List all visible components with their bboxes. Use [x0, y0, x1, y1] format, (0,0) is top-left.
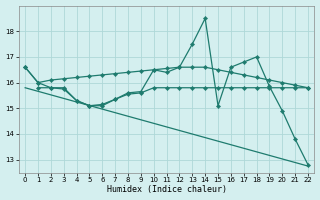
X-axis label: Humidex (Indice chaleur): Humidex (Indice chaleur): [107, 185, 227, 194]
